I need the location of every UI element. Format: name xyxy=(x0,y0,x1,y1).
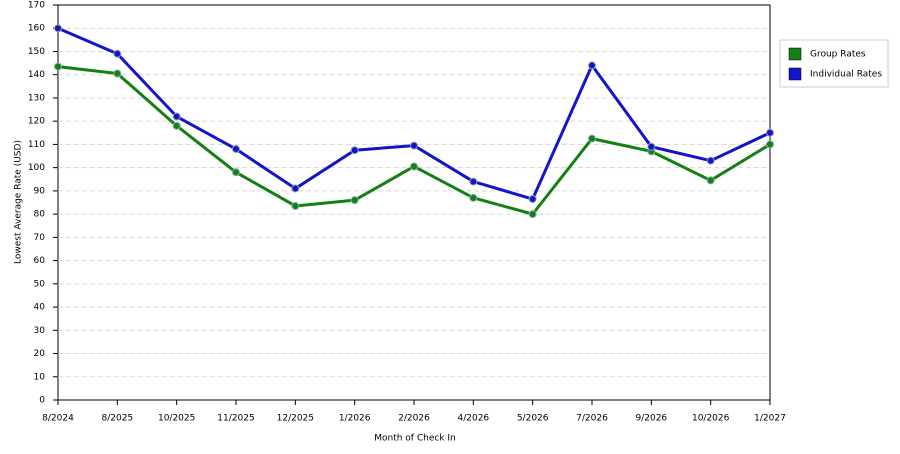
y-tick-label: 30 xyxy=(34,326,46,336)
point xyxy=(588,134,596,143)
y-tick-label: 120 xyxy=(28,117,45,127)
point xyxy=(232,145,240,154)
point xyxy=(469,177,478,186)
x-tick-label: 8/2025 xyxy=(101,414,133,424)
x-tick-label: 7/2026 xyxy=(576,414,608,424)
y-tick-label: 140 xyxy=(28,70,45,80)
point xyxy=(54,62,62,71)
point xyxy=(706,176,715,185)
point xyxy=(528,210,537,219)
y-tick-label: 70 xyxy=(34,233,46,243)
y-tick-label: 160 xyxy=(28,24,45,34)
point xyxy=(350,196,359,205)
point xyxy=(172,112,181,121)
point xyxy=(766,140,774,149)
x-tick-label: 8/2024 xyxy=(42,414,74,424)
x-tick-label: 10/2026 xyxy=(692,414,730,424)
point xyxy=(291,184,300,193)
y-axis-label: Lowest Average Rate (USD) xyxy=(14,140,24,264)
point xyxy=(113,49,122,58)
point xyxy=(528,195,537,204)
point xyxy=(54,24,62,33)
point xyxy=(232,168,240,177)
y-tick-label: 150 xyxy=(28,47,45,57)
y-tick-label: 10 xyxy=(34,372,46,382)
y-tick-label: 170 xyxy=(28,1,45,11)
x-tick-label: 10/2025 xyxy=(158,414,195,424)
plot-frame xyxy=(57,4,771,401)
legend-label: Individual Rates xyxy=(810,70,882,80)
y-tick-label: 20 xyxy=(34,349,46,359)
y-tick-label: 80 xyxy=(34,210,46,220)
point xyxy=(410,162,418,171)
point xyxy=(410,141,418,150)
legend-swatch xyxy=(788,47,802,61)
y-tick-label: 110 xyxy=(28,140,45,150)
point xyxy=(291,201,300,210)
point xyxy=(647,142,656,151)
x-axis-label: Month of Check In xyxy=(374,434,456,444)
legend-swatch xyxy=(788,67,802,81)
point xyxy=(766,128,774,137)
y-tick-label: 100 xyxy=(28,163,45,173)
series-line xyxy=(57,65,771,216)
y-tick-label: 130 xyxy=(28,93,45,103)
x-tick-label: 12/2025 xyxy=(277,414,314,424)
point xyxy=(706,156,715,165)
x-tick-label: 5/2026 xyxy=(517,414,549,424)
x-tick-label: 1/2027 xyxy=(754,414,786,424)
point xyxy=(469,193,478,202)
x-tick-label: 4/2026 xyxy=(457,414,489,424)
point xyxy=(350,146,359,155)
y-tick-label: 90 xyxy=(34,186,46,196)
y-tick-label: 50 xyxy=(34,279,46,289)
legend-label: Group Rates xyxy=(810,50,866,60)
x-tick-label: 11/2025 xyxy=(217,414,254,424)
x-tick-label: 1/2026 xyxy=(339,414,371,424)
x-tick-label: 2/2026 xyxy=(398,414,430,424)
point xyxy=(172,121,181,130)
point xyxy=(588,61,596,70)
y-tick-label: 60 xyxy=(34,256,46,266)
point xyxy=(113,69,122,78)
y-tick-label: 0 xyxy=(39,396,45,406)
y-tick-label: 40 xyxy=(34,303,46,313)
x-tick-label: 9/2026 xyxy=(635,414,667,424)
